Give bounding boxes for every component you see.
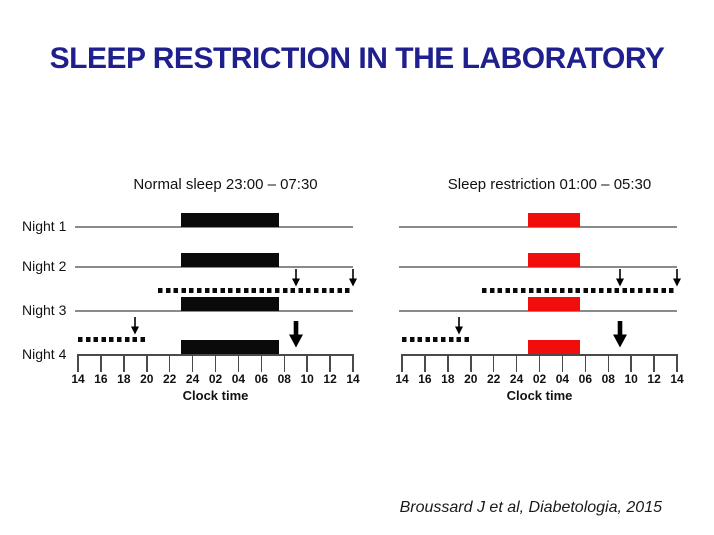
x-axis-tick	[447, 354, 449, 372]
sampling-arrow-icon	[671, 269, 683, 287]
heavy-arrow-icon	[288, 321, 303, 348]
night-row-line	[74, 226, 353, 228]
x-axis-tick	[352, 354, 354, 372]
x-axis-tick-label: 02	[208, 372, 223, 386]
x-axis-tick-label: 20	[140, 372, 154, 386]
x-axis-tick-label: 12	[647, 372, 661, 386]
x-axis-tick	[676, 354, 678, 372]
x-axis-tick-label: 14	[395, 372, 409, 386]
sampling-arrow-icon	[347, 269, 359, 287]
x-axis-tick	[515, 354, 518, 372]
sleep-bar	[528, 252, 580, 267]
x-axis-tick	[237, 354, 240, 372]
x-axis-tick-label: 04	[555, 372, 570, 386]
night-label: Night 3	[22, 302, 67, 318]
x-axis-label: Clock time	[182, 388, 249, 403]
chart-title: Sleep restriction 01:00 – 05:30	[447, 176, 652, 193]
x-axis-label: Clock time	[506, 388, 573, 403]
sleep-bar	[528, 340, 580, 355]
x-axis-tick	[146, 354, 148, 372]
x-axis-tick-label: 02	[532, 372, 547, 386]
x-axis-tick-label: 10	[300, 372, 314, 386]
heavy-arrow-icon	[612, 321, 627, 348]
x-axis-tick-label: 12	[323, 372, 337, 386]
night-label: Night 1	[22, 218, 67, 234]
sleep-bar	[528, 296, 580, 311]
x-axis-tick	[630, 354, 632, 372]
x-axis-tick-label: 24	[185, 372, 200, 386]
x-axis-tick	[283, 354, 285, 372]
x-axis-tick	[329, 354, 331, 372]
sampling-dash-line	[482, 287, 677, 293]
x-axis-tick	[214, 354, 217, 372]
x-axis-tick	[123, 354, 125, 372]
x-axis-tick-label: 06	[254, 372, 268, 386]
citation: Broussard J et al, Diabetologia, 2015	[399, 499, 662, 516]
sleep-bar	[181, 296, 279, 311]
x-axis-tick	[424, 354, 426, 372]
chart-title: Normal sleep 23:00 – 07:30	[133, 176, 318, 193]
sleep-bar	[181, 340, 279, 355]
x-axis-tick-label: 14	[71, 372, 85, 386]
x-axis-tick-label: 24	[509, 372, 524, 386]
x-axis-tick-label: 08	[601, 372, 615, 386]
x-axis-tick	[401, 354, 403, 372]
sleep-bar	[181, 252, 279, 267]
x-axis-tick	[168, 354, 171, 372]
x-axis-tick	[607, 354, 609, 372]
x-axis-tick-label: 06	[578, 372, 592, 386]
night-row-line	[74, 266, 353, 268]
x-axis-tick-label: 20	[464, 372, 478, 386]
x-axis-tick	[77, 354, 79, 372]
night-label: Night 4	[22, 345, 67, 362]
sampling-arrow-icon	[614, 269, 626, 287]
x-axis-tick-label: 22	[162, 372, 177, 386]
night-row-line	[74, 310, 353, 312]
sampling-arrow-icon	[453, 317, 465, 335]
slide-title: SLEEP RESTRICTION IN THE LABORATORY	[49, 42, 665, 75]
sampling-dash-line	[78, 336, 147, 342]
sampling-arrow-icon	[290, 269, 302, 287]
x-axis-tick-label: 22	[486, 372, 501, 386]
x-axis-tick-label: 08	[277, 372, 291, 386]
x-axis-tick	[538, 354, 541, 372]
x-axis-tick-label: 16	[94, 372, 108, 386]
sleep-bar	[181, 212, 279, 227]
x-axis-tick-label: 18	[117, 372, 131, 386]
sampling-dash-line	[158, 287, 353, 293]
x-axis-tick-label: 18	[441, 372, 455, 386]
x-axis-tick	[561, 354, 564, 372]
x-axis-tick-label: 16	[418, 372, 432, 386]
x-axis-tick-label: 04	[231, 372, 246, 386]
night-row-line	[398, 266, 677, 268]
x-axis-tick-label: 14	[346, 372, 360, 386]
x-axis-tick	[100, 354, 102, 372]
night-row-line	[398, 226, 677, 228]
night-row-line	[398, 310, 677, 312]
x-axis-tick	[584, 354, 587, 372]
x-axis-tick	[653, 354, 655, 372]
x-axis-tick	[470, 354, 472, 372]
x-axis-tick	[191, 354, 194, 372]
night-label: Night 2	[22, 258, 67, 274]
x-axis-tick	[492, 354, 495, 372]
x-axis-tick	[306, 354, 308, 372]
x-axis-tick-label: 14	[670, 372, 684, 386]
x-axis-tick-label: 10	[624, 372, 638, 386]
x-axis-tick	[260, 354, 263, 372]
sleep-bar	[528, 212, 580, 227]
sampling-dash-line	[402, 336, 471, 342]
sampling-arrow-icon	[129, 317, 141, 335]
